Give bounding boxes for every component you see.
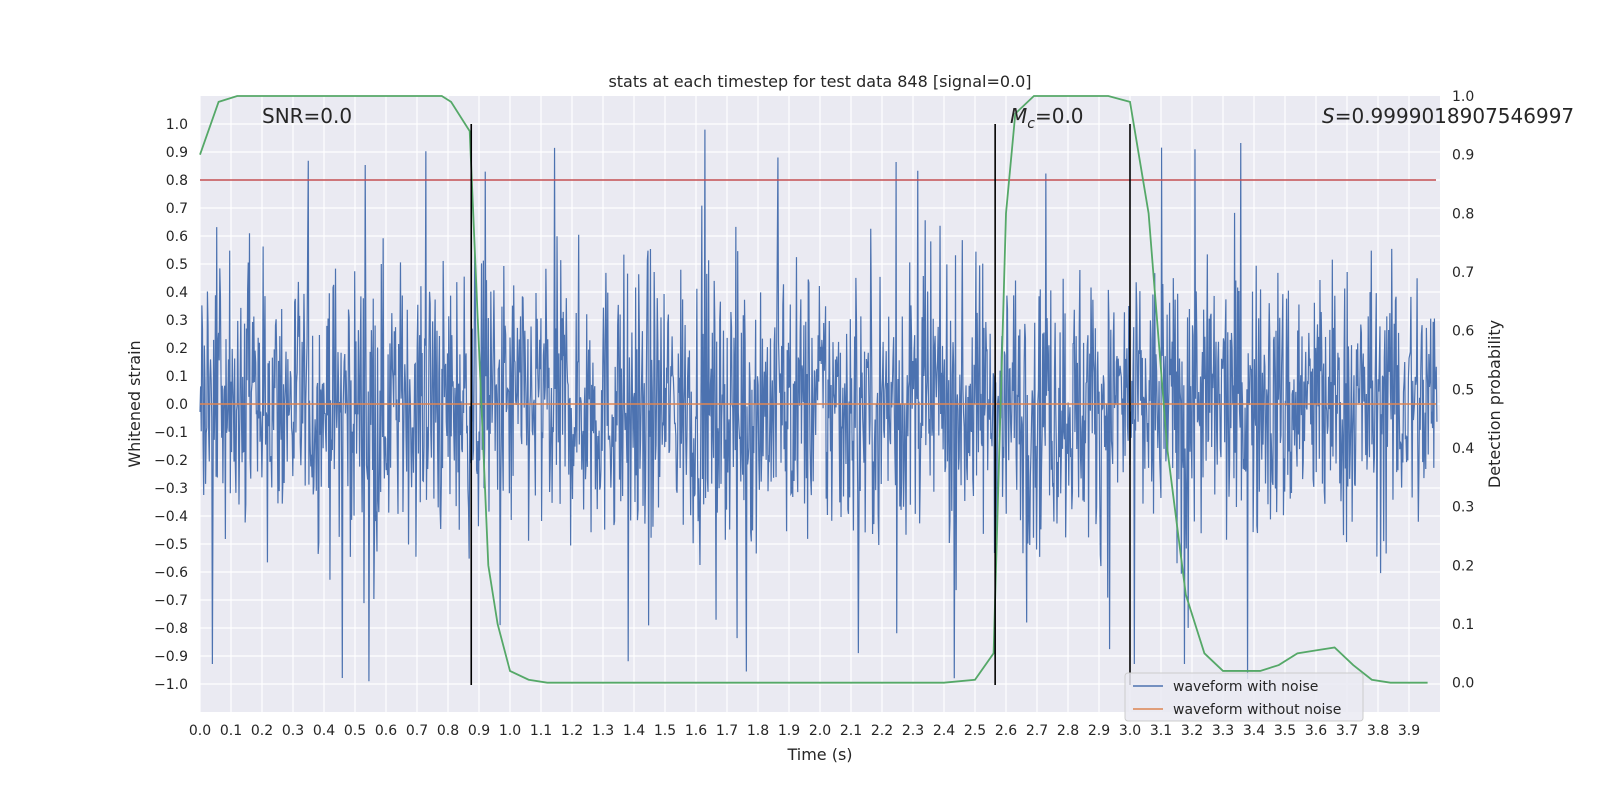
x-tick-label: 0.9 [468,723,490,739]
x-tick-label: 3.9 [1398,723,1420,739]
y2-tick-labels: 1.0 0.9 0.8 0.7 0.6 0.5 0.4 0.3 0.2 0.1 0.0 [1452,89,1474,692]
y-axis-label: Whitened strain [125,340,144,467]
series-waveform-with-noise [199,129,1438,682]
mc-value: =0.0 [1035,104,1084,128]
x-tick-label: 2.4 [933,723,955,739]
legend-label-clean: waveform without noise [1173,702,1341,718]
y-tick-label: −0.6 [154,565,188,581]
x-tick-label: 0.6 [375,723,397,739]
y2-axis-label: Detection probability [1485,320,1504,488]
x-tick-label: 2.1 [840,723,862,739]
x-axis-label: Time (s) [786,745,852,764]
x-tick-label: 1.3 [592,723,614,739]
x-tick-label: 0.5 [344,723,366,739]
legend-label-noise: waveform with noise [1173,679,1318,695]
x-tick-label: 0.0 [189,723,211,739]
s-symbol: S [1322,104,1335,128]
x-tick-label: 1.0 [499,723,521,739]
x-tick-label: 1.4 [623,723,645,739]
y-tick-label: −0.2 [154,453,188,469]
y2-tick-label: 0.0 [1452,676,1474,692]
x-tick-label: 2.6 [995,723,1017,739]
x-tick-label: 2.8 [1057,723,1079,739]
legend: waveform with noise waveform without noi… [1124,672,1364,722]
y-tick-label: 0.4 [166,285,188,301]
x-tick-label: 1.8 [747,723,769,739]
x-tick-labels: 0.0 0.1 0.2 0.3 0.4 0.5 0.6 0.7 0.8 0.9 1.0 1.1 1.2 1… [189,723,1420,739]
y-tick-label: −0.5 [154,537,188,553]
x-tick-label: 1.1 [530,723,552,739]
x-tick-label: 3.6 [1305,723,1327,739]
chirp-mass-annotation: Mc=0.0 [1010,104,1084,132]
detection-probability-line [199,95,1428,684]
y2-tick-label: 0.2 [1452,558,1474,574]
y2-tick-label: 0.4 [1452,441,1474,457]
x-tick-label: 3.5 [1274,723,1296,739]
y-tick-label: −0.3 [154,481,188,497]
x-tick-label: 1.6 [685,723,707,739]
y-tick-label: 0.0 [166,397,188,413]
x-tick-label: 0.3 [282,723,304,739]
y-tick-label: 0.1 [166,369,188,385]
snr-annotation: SNR=0.0 [262,104,352,128]
x-tick-label: 3.2 [1181,723,1203,739]
y2-tick-label: 0.9 [1452,148,1474,164]
x-tick-label: 3.4 [1243,723,1265,739]
x-tick-label: 3.3 [1212,723,1234,739]
score-annotation: S=0.9999018907546997 [1322,104,1574,128]
x-tick-label: 2.5 [964,723,986,739]
x-tick-label: 1.5 [654,723,676,739]
y-tick-label: 0.3 [166,313,188,329]
x-tick-label: 0.1 [220,723,242,739]
y-tick-labels: 1.0 0.9 0.8 0.7 0.6 0.5 0.4 0.3 0.2 0.1 0.0 −0.1 −0.… [154,117,188,693]
x-tick-label: 2.7 [1026,723,1048,739]
y-tick-label: 0.6 [166,229,188,245]
vertical-marker-lines [470,124,1131,685]
x-tick-label: 3.1 [1150,723,1172,739]
series-detection-probability [199,95,1428,684]
mc-subscript: c [1027,116,1035,132]
y-tick-label: −0.9 [154,649,188,665]
chart-title: stats at each timestep for test data 848… [608,72,1031,91]
y2-tick-label: 0.3 [1452,500,1474,516]
x-tick-label: 3.0 [1119,723,1141,739]
x-tick-label: 2.3 [902,723,924,739]
y2-tick-label: 0.7 [1452,265,1474,281]
x-tick-label: 3.8 [1367,723,1389,739]
waveform-with-noise-line [199,129,1438,682]
x-tick-label: 2.0 [809,723,831,739]
y2-tick-label: 0.6 [1452,324,1474,340]
x-tick-label: 0.7 [406,723,428,739]
x-tick-label: 0.2 [251,723,273,739]
legend-box [1124,672,1364,722]
x-tick-label: 1.9 [778,723,800,739]
y-tick-label: 0.5 [166,257,188,273]
x-tick-label: 2.9 [1088,723,1110,739]
y-tick-label: −0.1 [154,425,188,441]
x-tick-label: 1.7 [716,723,738,739]
s-value: =0.9999018907546997 [1335,104,1574,128]
x-tick-label: 0.8 [437,723,459,739]
x-tick-label: 3.7 [1336,723,1358,739]
y2-tick-label: 1.0 [1452,89,1474,105]
y2-tick-label: 0.1 [1452,617,1474,633]
y-tick-label: −0.8 [154,621,188,637]
y2-tick-label: 0.5 [1452,382,1474,398]
y-tick-label: 0.7 [166,201,188,217]
y-tick-label: 0.9 [166,145,188,161]
mc-symbol: M [1010,104,1027,128]
y-tick-label: −1.0 [154,677,188,693]
x-tick-label: 0.4 [313,723,335,739]
y-tick-label: −0.7 [154,593,188,609]
y2-tick-label: 0.8 [1452,206,1474,222]
y-tick-label: 1.0 [166,117,188,133]
x-tick-label: 2.2 [871,723,893,739]
x-tick-label: 1.2 [561,723,583,739]
y-tick-label: 0.2 [166,341,188,357]
y-tick-label: 0.8 [166,173,188,189]
y-tick-label: −0.4 [154,509,188,525]
